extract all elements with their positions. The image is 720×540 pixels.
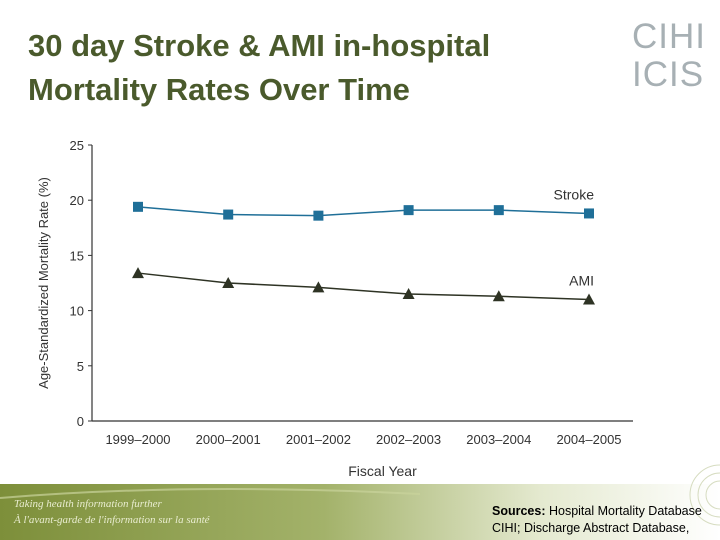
x-tick-label: 2004–2005	[556, 432, 621, 447]
data-point-stroke	[223, 209, 234, 220]
x-tick-label: 2002–2003	[376, 432, 441, 447]
series-line-ami	[137, 272, 590, 301]
slide-title-line2: Mortality Rates Over Time	[28, 72, 410, 107]
y-tick-label: 25	[70, 138, 84, 153]
y-tick-label: 0	[77, 414, 84, 429]
data-point-ami	[402, 288, 415, 300]
sources-label: Sources:	[492, 504, 546, 518]
y-tick-label: 15	[70, 248, 84, 263]
data-point-ami	[312, 281, 325, 293]
series-line-stroke	[137, 206, 590, 217]
data-point-stroke	[584, 208, 594, 219]
cihi-logo: CIHI ICIS	[632, 18, 710, 94]
decorative-swirl	[689, 464, 720, 526]
slide-title-line1: 30 day Stroke & AMI in-hospital	[28, 28, 491, 63]
sources-line1-text: Hospital Mortality Database	[545, 504, 702, 518]
sources-note: Sources: Hospital Mortality Database CIH…	[492, 503, 702, 537]
logo-line1: CIHI	[632, 17, 706, 56]
data-point-ami	[132, 267, 144, 279]
data-point-ami	[583, 293, 595, 305]
data-point-stroke	[403, 205, 414, 216]
footer-background	[0, 484, 720, 540]
sources-line1: Sources: Hospital Mortality Database	[492, 503, 702, 520]
legend-label-stroke: Stroke	[554, 186, 595, 202]
data-point-ami	[492, 290, 505, 302]
x-axis-label: Fiscal Year	[348, 463, 417, 479]
y-axis-label: Age-Standardized Mortality Rate (%)	[36, 177, 51, 389]
y-tick-label: 10	[70, 304, 84, 319]
data-point-ami	[222, 277, 235, 288]
data-point-stroke	[493, 205, 504, 216]
sources-line2: CIHI; Discharge Abstract Database,	[492, 521, 690, 535]
tagline-english: Taking health information further	[14, 498, 162, 510]
data-point-stroke	[133, 201, 143, 212]
footer-banner: Taking health information further À l'av…	[0, 484, 720, 540]
y-tick-label: 20	[70, 193, 84, 208]
slide-title: 30 day Stroke & AMI in-hospital Mortalit…	[28, 24, 588, 112]
legend-label-ami: AMI	[569, 273, 594, 289]
data-point-stroke	[313, 210, 324, 221]
y-tick-label: 5	[77, 359, 84, 374]
logo-line2: ICIS	[632, 55, 705, 94]
x-tick-label: 1999–2000	[105, 432, 170, 447]
x-tick-label: 2000–2001	[196, 432, 261, 447]
x-tick-label: 2003–2004	[466, 432, 531, 447]
tagline-french: À l'avant-garde de l'information sur la …	[14, 514, 210, 526]
x-tick-label: 2001–2002	[286, 432, 351, 447]
